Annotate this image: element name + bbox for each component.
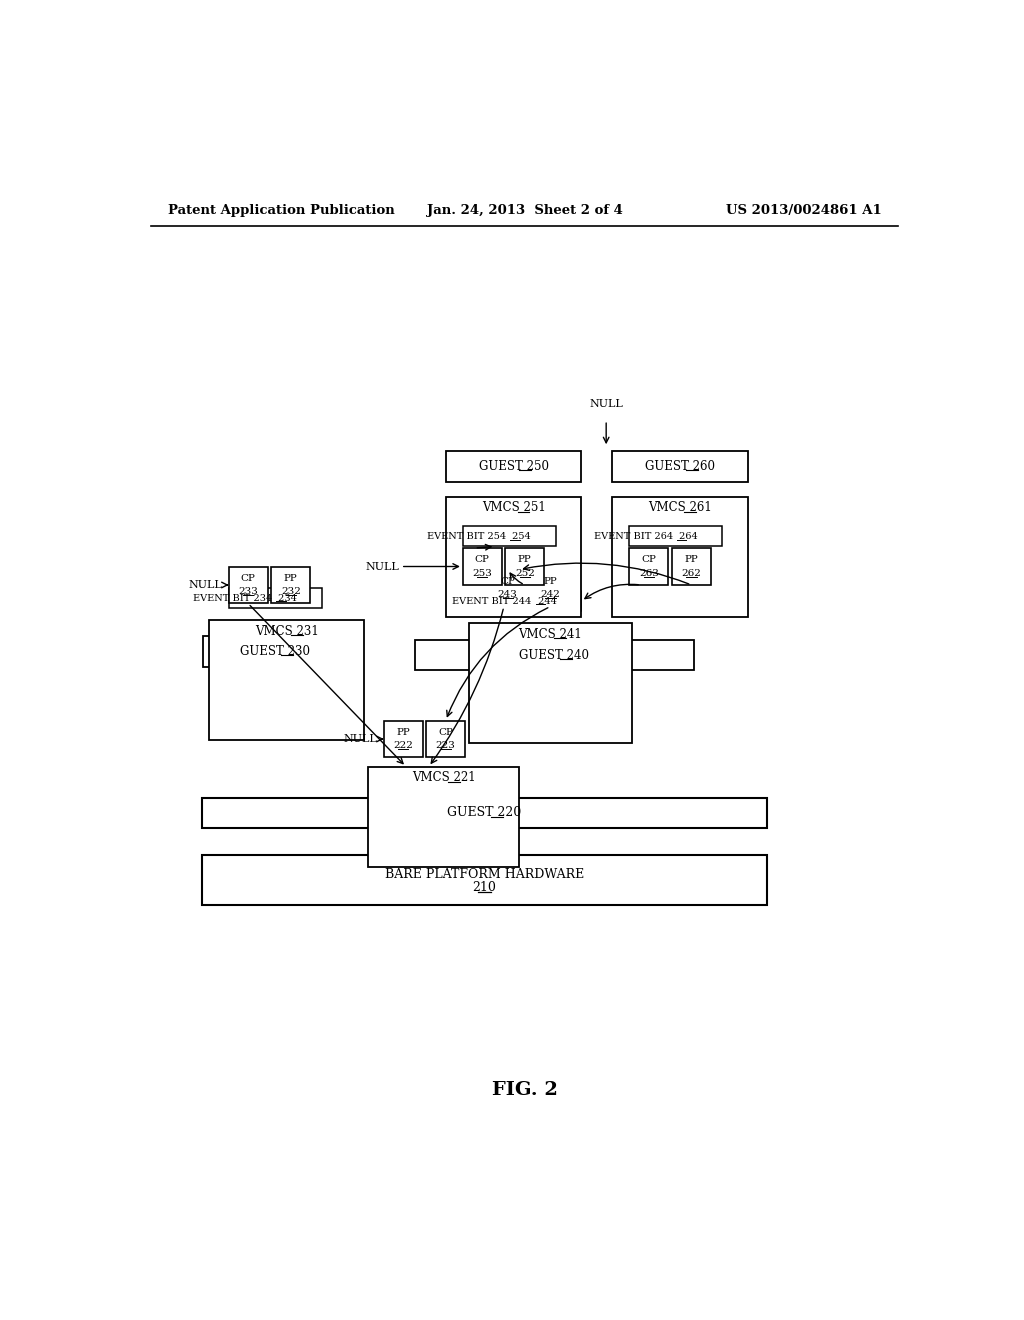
Text: FIG. 2: FIG. 2 — [492, 1081, 558, 1100]
Text: NULL: NULL — [188, 579, 222, 590]
Text: Patent Application Publication: Patent Application Publication — [168, 205, 395, 218]
Text: 263: 263 — [639, 569, 658, 578]
Text: CP: CP — [438, 727, 454, 737]
Bar — [228, 566, 267, 603]
Text: GUEST 230: GUEST 230 — [240, 644, 310, 657]
Text: PP: PP — [396, 727, 410, 737]
Text: 210: 210 — [472, 880, 497, 894]
Text: BARE PLATFORM HARDWARE: BARE PLATFORM HARDWARE — [385, 867, 584, 880]
Text: GUEST 240: GUEST 240 — [519, 648, 589, 661]
Text: US 2013/0024861 A1: US 2013/0024861 A1 — [726, 205, 882, 218]
Text: 233: 233 — [239, 587, 258, 597]
Text: VMCS 261: VMCS 261 — [648, 502, 712, 515]
Text: GUEST 250: GUEST 250 — [478, 459, 549, 473]
Text: VMCS 251: VMCS 251 — [481, 502, 546, 515]
Text: 234: 234 — [275, 594, 297, 602]
Bar — [612, 498, 748, 616]
Bar — [672, 548, 711, 585]
Text: VMCS 221: VMCS 221 — [412, 771, 475, 784]
Text: EVENT BIT 264: EVENT BIT 264 — [594, 532, 676, 541]
Text: 253: 253 — [472, 569, 493, 578]
Text: 262: 262 — [682, 569, 701, 578]
Bar — [426, 721, 465, 758]
Bar — [445, 451, 582, 482]
Bar — [209, 620, 365, 739]
Text: NULL: NULL — [366, 561, 399, 572]
Bar — [369, 767, 519, 867]
Text: EVENT BIT 254: EVENT BIT 254 — [427, 532, 509, 541]
Text: EVENT BIT 234: EVENT BIT 234 — [193, 594, 275, 602]
Text: 222: 222 — [393, 741, 413, 750]
Text: VMCS 241: VMCS 241 — [518, 628, 583, 640]
Bar — [469, 623, 632, 743]
Text: EVENT BIT 244: EVENT BIT 244 — [453, 597, 535, 606]
Text: CP: CP — [475, 556, 489, 565]
Bar — [612, 451, 748, 482]
Text: 264: 264 — [676, 532, 697, 541]
Bar — [463, 527, 556, 546]
Bar — [488, 591, 582, 611]
Bar — [630, 527, 722, 546]
Text: 244: 244 — [535, 597, 557, 606]
Text: NULL: NULL — [589, 399, 623, 409]
Text: CP: CP — [501, 577, 515, 586]
Text: NULL: NULL — [344, 734, 378, 744]
Bar — [203, 636, 346, 667]
Text: 252: 252 — [515, 569, 535, 578]
Bar — [228, 589, 322, 609]
Text: Jan. 24, 2013  Sheet 2 of 4: Jan. 24, 2013 Sheet 2 of 4 — [427, 205, 623, 218]
Text: PP: PP — [518, 556, 531, 565]
Bar — [202, 797, 767, 829]
Bar — [531, 570, 569, 607]
Text: 232: 232 — [281, 587, 301, 597]
Text: 223: 223 — [436, 741, 456, 750]
Bar — [488, 570, 527, 607]
Bar — [630, 548, 669, 585]
Text: 242: 242 — [541, 590, 560, 599]
Bar — [445, 498, 582, 616]
Bar — [506, 548, 544, 585]
Text: CP: CP — [641, 556, 656, 565]
Text: 254: 254 — [509, 532, 531, 541]
Bar — [271, 566, 310, 603]
Bar — [202, 855, 767, 906]
Text: GUEST 260: GUEST 260 — [645, 459, 715, 473]
Bar — [384, 721, 423, 758]
Text: PP: PP — [685, 556, 698, 565]
Bar — [415, 640, 693, 671]
Text: 243: 243 — [498, 590, 518, 599]
Text: VMCS 231: VMCS 231 — [255, 624, 318, 638]
Text: CP: CP — [241, 574, 256, 583]
Text: PP: PP — [284, 574, 298, 583]
Text: PP: PP — [544, 577, 557, 586]
Bar — [463, 548, 502, 585]
Text: GUEST 220: GUEST 220 — [447, 807, 521, 820]
